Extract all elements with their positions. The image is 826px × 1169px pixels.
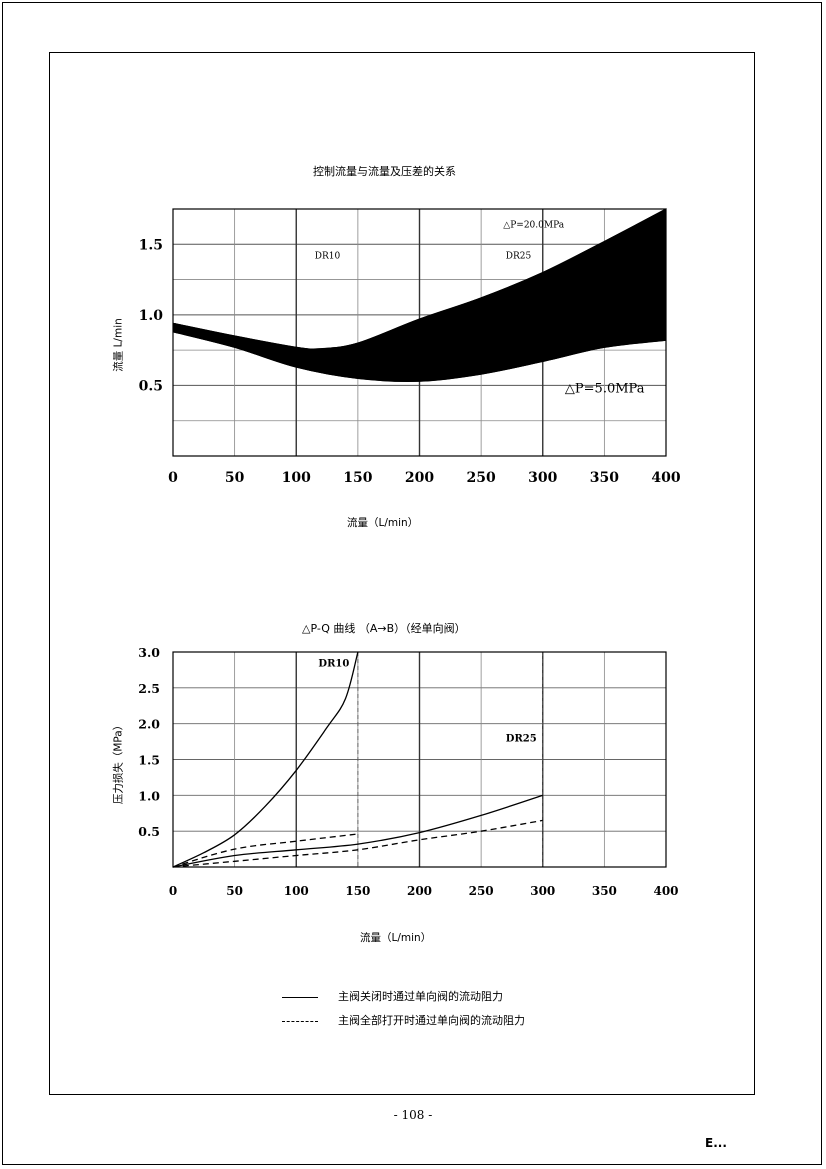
chart2-ytick-label: 2.5	[138, 681, 160, 696]
chart2-xtick-label: 400	[653, 884, 678, 898]
chart2-xlabel: 流量（L/min）	[360, 932, 432, 944]
chart2-annotation-1: DR25	[506, 734, 537, 745]
chart1-annotation-0: DR10	[315, 251, 341, 261]
chart2-xtick-label: 300	[530, 884, 555, 898]
chart2-xtick-label: 50	[226, 884, 243, 898]
chart2-ytick-label: 2.0	[138, 717, 160, 732]
legend-solid-line-swatch	[282, 996, 318, 998]
chart1-annotation-3: △P=5.0MPa	[565, 381, 645, 396]
page-inner-frame	[49, 52, 755, 1095]
chart2-xtick-label: 350	[592, 884, 617, 898]
chart2-xtick-label: 250	[469, 884, 494, 898]
chart1-xtick-label: 150	[343, 470, 372, 486]
chart2-series-2-dashed	[172, 833, 358, 868]
page-number: - 108 -	[393, 1108, 433, 1122]
chart1-xtick-label: 0	[168, 470, 178, 486]
chart2-title: △P-Q 曲线 （A→B）（经单向阀）	[302, 622, 466, 635]
chart1-title: 控制流量与流量及压差的关系	[313, 165, 456, 178]
chart2-plot-frame	[172, 651, 667, 868]
chart1-xlabel: 流量（L/min）	[347, 517, 419, 529]
chart2-series-0-solid	[172, 651, 359, 868]
legend-item-solid: 主阀关闭时通过单向阀的流动阻力	[282, 988, 503, 1004]
chart1-ytick-label: 0.5	[139, 378, 163, 394]
chart2-xtick-label: 0	[169, 884, 177, 898]
chart1-xtick-label: 350	[590, 470, 619, 486]
legend-dashed-label: 主阀全部打开时通过单向阀的流动阻力	[338, 1014, 525, 1027]
chart1-xtick-label: 400	[651, 470, 680, 486]
legend-item-dashed: 主阀全部打开时通过单向阀的流动阻力	[282, 1012, 525, 1028]
chart1-xtick-label: 100	[282, 470, 311, 486]
chart1-series-lower	[172, 331, 667, 382]
chart2-series-3-dashed	[172, 819, 543, 868]
chart1-series-upper	[172, 208, 667, 350]
chart1-annotation-1: DR25	[506, 251, 532, 261]
chart2-xtick-label: 100	[284, 884, 309, 898]
chart2-xtick-label: 200	[407, 884, 432, 898]
chart2-ytick-label: 1.0	[138, 788, 160, 803]
chart1-ytick-label: 1.0	[139, 308, 164, 324]
chart1-xtick-label: 200	[405, 470, 434, 486]
chart1-xtick-label: 250	[467, 470, 496, 486]
chart2-xtick-label: 150	[345, 884, 370, 898]
chart1-ytick-label: 1.5	[139, 237, 163, 253]
chart2-ytick-label: 1.5	[138, 753, 160, 768]
chart2-ytick-label: 3.0	[138, 645, 160, 660]
corner-mark: E...	[705, 1136, 727, 1150]
chart2-ytick-label: 0.5	[138, 824, 160, 839]
legend-solid-label: 主阀关闭时通过单向阀的流动阻力	[338, 990, 503, 1003]
chart1-xtick-label: 300	[528, 470, 557, 486]
chart1-xtick-label: 50	[225, 470, 245, 486]
chart1-annotation-2: △P=20.0MPa	[503, 220, 564, 230]
legend-dashed-line-swatch	[282, 1020, 318, 1022]
chart2-series-1-solid	[172, 794, 544, 868]
chart2-annotation-0: DR10	[318, 658, 349, 669]
